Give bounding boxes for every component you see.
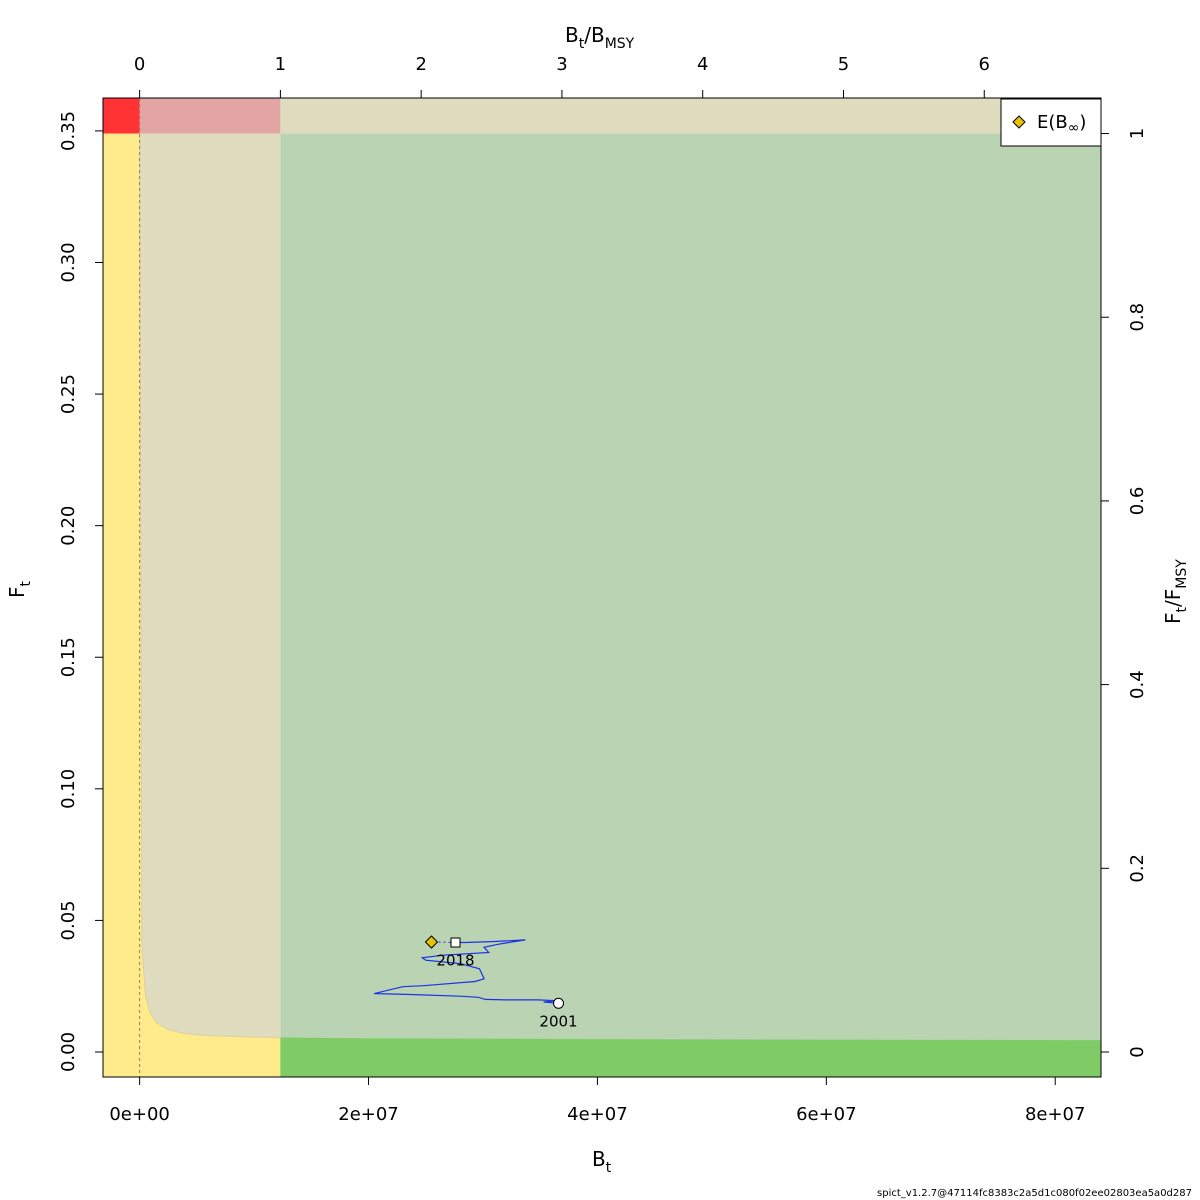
top-tick-label: 3 <box>556 54 567 75</box>
axes: 0e+00 2e+07 4e+07 6e+07 8e+07 0.00 0.05 0.10 0.1… <box>58 54 1148 1125</box>
zone-yellow <box>103 133 140 1078</box>
right-axis-title: Ft/FMSY <box>1161 559 1190 624</box>
right-tick-label: 1 <box>1127 128 1148 139</box>
y-tick-label: 0.30 <box>58 242 79 282</box>
right-tick-label: 0.4 <box>1127 670 1148 699</box>
start-point-marker <box>553 997 565 1009</box>
trajectory-line-0 <box>374 939 559 1004</box>
y-tick-label: 0.00 <box>58 1032 79 1072</box>
zone-tan-top <box>280 98 1101 134</box>
y-tick-label: 0.05 <box>58 900 79 940</box>
start-year-label: 2001 <box>539 1012 577 1030</box>
x-axis-title: Bt <box>592 1147 612 1176</box>
y-tick-label: 0.15 <box>58 637 79 677</box>
legend-diamond-icon <box>1012 115 1026 129</box>
zone-tan-left <box>139 133 281 1078</box>
y-tick-label: 0.10 <box>58 769 79 809</box>
credit-text: spict_v1.2.7@47114fc8383c2a5d1c080f02ee0… <box>877 1188 1192 1199</box>
kobe-zones <box>103 98 1101 1078</box>
right-tick-label: 0 <box>1127 1046 1148 1057</box>
x-tick-label: 0e+00 <box>109 1104 170 1125</box>
y-tick-label: 0.20 <box>58 506 79 546</box>
x-tick-label: 6e+07 <box>796 1104 857 1125</box>
legend-label: E(B∞) <box>1037 112 1086 136</box>
top-tick-label: 0 <box>134 54 145 75</box>
top-tick-label: 1 <box>275 54 286 75</box>
plot-frame <box>102 97 1102 1078</box>
top-tick-label: 6 <box>979 54 990 75</box>
y-tick-label: 0.35 <box>58 111 79 151</box>
zone-green-band <box>280 1037 1101 1077</box>
x-tick-label: 8e+07 <box>1025 1104 1086 1125</box>
top-tick-label: 5 <box>838 54 849 75</box>
x-tick-label: 4e+07 <box>567 1104 628 1125</box>
trajectory: 2001 2018 <box>374 935 578 1030</box>
x-tick-label: 2e+07 <box>338 1104 399 1125</box>
end-point-marker <box>450 937 461 948</box>
y-tick-label: 0.25 <box>58 374 79 414</box>
zone-green-light <box>280 133 1101 1078</box>
y-axis-title: Ft <box>5 580 34 598</box>
legend: E(B∞) <box>1000 98 1102 147</box>
right-tick-label: 0.6 <box>1127 487 1148 516</box>
right-tick-label: 0.8 <box>1127 303 1148 332</box>
top-tick-label: 4 <box>697 54 708 75</box>
e-binf-marker <box>424 935 439 949</box>
right-tick-label: 0.2 <box>1127 854 1148 883</box>
zone-pink <box>139 98 281 134</box>
top-tick-label: 2 <box>415 54 426 75</box>
top-axis-title: Bt/BMSY <box>565 23 635 52</box>
zone-red <box>103 98 140 134</box>
reference-curve-left <box>139 133 281 1039</box>
end-year-label: 2018 <box>436 952 474 970</box>
reference-curves <box>139 98 1101 1078</box>
